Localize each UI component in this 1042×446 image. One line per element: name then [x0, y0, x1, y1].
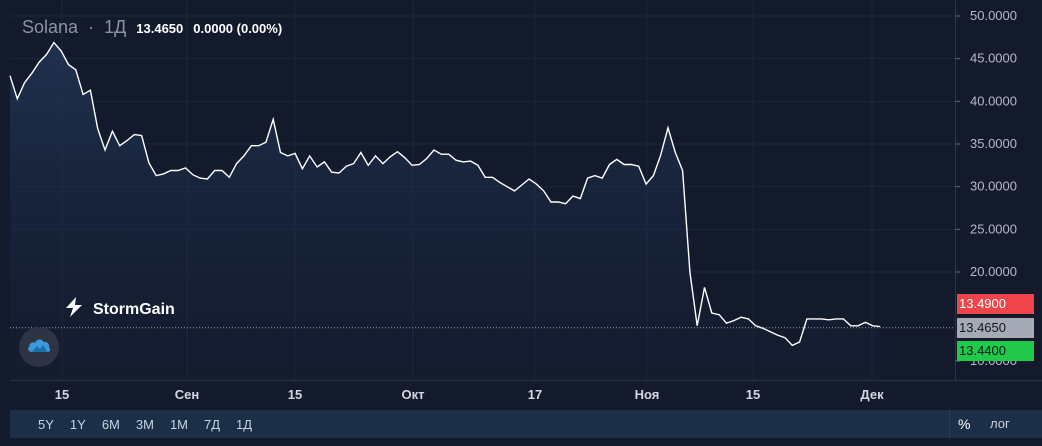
x-tick-label: Сен [175, 387, 199, 402]
y-tick-label: 35.0000 [970, 136, 1017, 151]
cloud-icon [26, 336, 52, 359]
cloud-button[interactable] [19, 327, 59, 367]
ask-price: 13.4900 [959, 296, 1006, 311]
symbol-name: Solana [22, 17, 79, 37]
range-button-1m[interactable]: 1M [169, 416, 188, 432]
interval-label: 1Д [104, 17, 127, 37]
range-button-1y[interactable]: 1Y [69, 416, 86, 432]
bottom-toolbar: 5Y 1Y 6M 3M 1M 7Д 1Д % лог [10, 410, 1042, 438]
last-price-tag: 13.4650 [957, 318, 1034, 338]
bid-price: 13.4400 [959, 343, 1006, 358]
x-tick-label: Окт [402, 387, 425, 402]
stormgain-logo: StormGain [63, 296, 175, 323]
y-tick-label: 50.0000 [970, 8, 1017, 23]
y-tick-label: 30.0000 [970, 179, 1017, 194]
y-tick-label: 45.0000 [970, 51, 1017, 66]
range-button-7d[interactable]: 7Д [204, 416, 221, 432]
price-line [9, 41, 881, 347]
price-area-fill [10, 42, 880, 380]
percent-toggle[interactable]: % [958, 416, 971, 432]
ask-price-tag: 13.4900 [957, 294, 1034, 314]
x-tick-label: 15 [55, 387, 69, 402]
logo-text: StormGain [93, 300, 175, 318]
toolbar-divider [949, 410, 950, 438]
bid-price-tag: 13.4400 [957, 341, 1034, 361]
x-tick-label: 15 [746, 387, 760, 402]
y-tick-label: 40.0000 [970, 93, 1017, 108]
range-button-1d[interactable]: 1Д [236, 416, 253, 432]
y-axis: 50.0000 45.0000 40.0000 35.0000 30.0000 25.00… [955, 8, 1017, 368]
range-button-6m[interactable]: 6M [101, 416, 120, 432]
legend-price: 13.4650 [136, 21, 184, 36]
y-tick-label: 20.0000 [970, 264, 1017, 279]
x-tick-label: Ноя [635, 387, 660, 402]
range-button-5y[interactable]: 5Y [38, 416, 54, 432]
log-toggle[interactable]: лог [990, 416, 1010, 431]
last-price: 13.4650 [959, 320, 1006, 335]
chart-legend: Solana · 1Д 13.4650 0.0000 (0.00%) [22, 17, 282, 38]
range-button-3m[interactable]: 3M [135, 416, 154, 432]
x-tick-label: 17 [528, 387, 542, 402]
price-chart[interactable]: 50.0000 45.0000 40.0000 35.0000 30.0000 25.00… [0, 0, 1042, 410]
y-tick-label: 25.0000 [970, 221, 1017, 236]
x-axis: 15 Сен 15 Окт 17 Ноя 15 Дек [55, 387, 884, 402]
x-tick-label: 15 [288, 387, 302, 402]
legend-separator: · [88, 17, 95, 37]
stormgain-bolt-icon [63, 296, 85, 323]
legend-change: 0.0000 (0.00%) [193, 21, 283, 36]
x-tick-label: Дек [860, 387, 884, 402]
range-buttons: 5Y 1Y 6M 3M 1M 7Д 1Д [30, 410, 260, 438]
